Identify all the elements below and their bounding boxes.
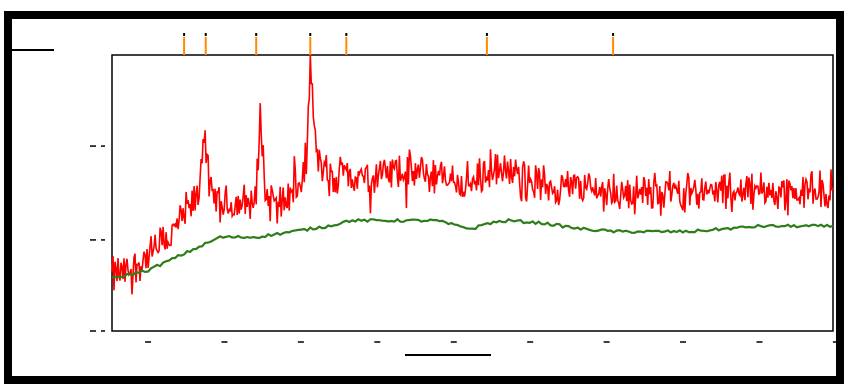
x-axis-label-placeholder	[405, 354, 491, 356]
header-dash	[12, 49, 54, 51]
smoothed-line	[111, 217, 834, 279]
spectrum-line	[111, 54, 834, 295]
